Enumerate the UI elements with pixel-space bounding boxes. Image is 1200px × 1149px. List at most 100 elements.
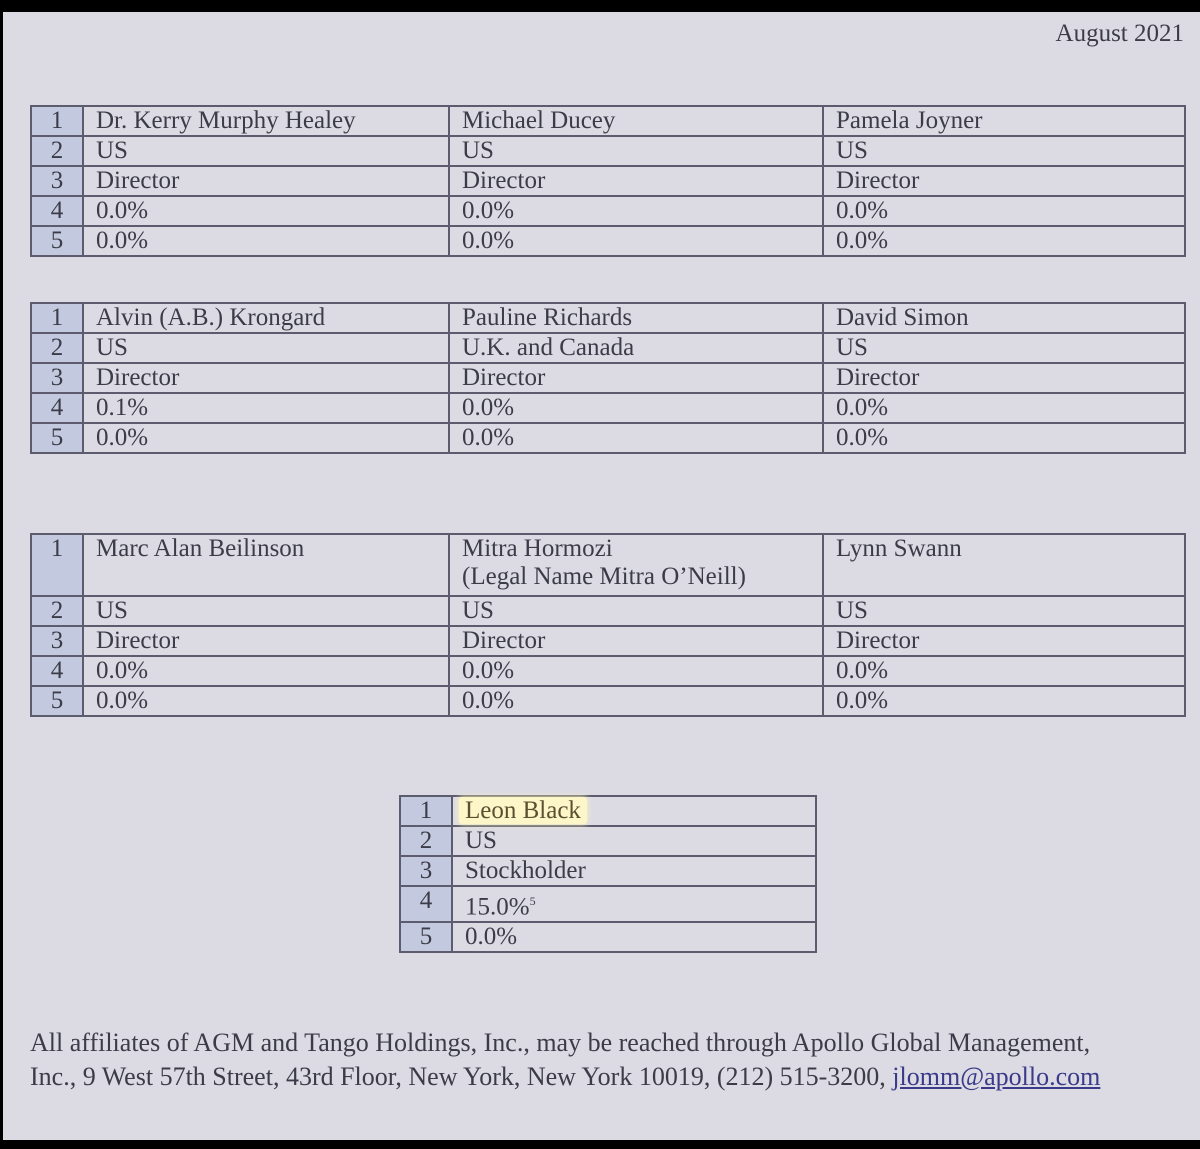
table-cell: 0.0% [82,685,450,717]
director-table: 1 Marc Alan Beilinson Mitra Hormozi (Legal … [30,533,1186,717]
cell-text: 0.0% [836,227,889,254]
table-row: 1 Dr. Kerry Murphy Healey Michael Ducey Pam… [30,105,1186,137]
table-cell: Alvin (A.B.) Krongard [82,302,450,334]
cell-text: 5 [419,923,433,951]
cell-text: Mitra Hormozi [462,535,613,562]
director-table: 1 Alvin (A.B.) Krongard Pauline Richards Da… [30,302,1186,454]
cell-text: US [836,137,868,164]
table-cell: US [82,595,450,627]
table-cell: 0.0% [448,195,824,227]
cell-text: 1 [419,797,433,824]
table-row: 3 Stockholder [399,855,817,887]
cell-text: Alvin (A.B.) Krongard [96,304,326,331]
cell-text: 3 [419,857,433,884]
cell-text: 2 [50,137,64,164]
table-row: 2 US [399,825,817,857]
table-row: 3 Director Director Director [30,165,1186,197]
table-cell: US [82,135,450,167]
email-link[interactable]: jlomm@apollo.com [892,1062,1101,1091]
cell-text: 4 [50,394,64,421]
cell-text: U.K. and Canada [462,334,635,361]
cell-text: US [462,137,494,164]
cell-text: US [836,597,868,624]
cell-text: Director [462,364,546,391]
table-cell: US [448,135,824,167]
table-cell: 0.0% [448,655,824,687]
footer-contact: All affiliates of AGM and Tango Holdings… [30,1026,1130,1094]
cell-text: 0.0% [836,687,889,714]
table-cell: 0.0% [451,921,817,954]
table-cell: Michael Ducey [448,105,824,137]
table-cell: 0.0% [82,655,450,687]
cell-text: 0.0% [836,424,889,451]
row-number: 4 [30,392,84,424]
cell-text: Michael Ducey [462,107,616,134]
table-cell: 15.0%5 [451,884,817,924]
cell-text: 0.0% [462,687,515,714]
row-number: 2 [30,332,84,364]
legal-name-note: (Legal Name Mitra O’Neill) [462,563,746,590]
table-row: 5 0.0% 0.0% 0.0% [30,422,1186,454]
footer-text: All affiliates of AGM and Tango Holdings… [30,1028,1091,1091]
row-number: 5 [30,225,84,257]
table-row: 5 0.0% 0.0% 0.0% [30,225,1186,257]
row-number: 3 [30,625,84,657]
cell-text: Director [836,167,920,194]
table-row: 1 Marc Alan Beilinson Mitra Hormozi (Legal … [30,533,1186,597]
table-cell: Director [82,165,450,197]
table-row: 2 US US US [30,595,1186,627]
row-number: 4 [30,195,84,227]
cell-text: 0.0% [96,424,149,451]
cell-text: 5 [50,424,64,451]
cell-text: 0.0% [836,394,889,421]
table-cell: David Simon [822,302,1186,334]
table-row: 1 Alvin (A.B.) Krongard Pauline Richards Da… [30,302,1186,334]
row-number: 2 [399,825,453,857]
table-cell: US [448,595,824,627]
cell-text: US [462,597,494,624]
cell-text: 0.0% [836,197,889,224]
row-number: 1 [30,533,84,597]
cell-text: 2 [50,597,64,624]
row-number: 5 [399,921,453,954]
table-cell: 0.0% [822,195,1186,227]
table-cell: Marc Alan Beilinson [82,533,450,597]
table-cell: 0.0% [448,685,824,717]
cell-text: 0.0% [462,424,515,451]
table-cell: U.K. and Canada [448,332,824,364]
cell-text: US [96,334,128,361]
table-cell: Director [822,362,1186,394]
table-cell: 0.0% [822,422,1186,454]
table-cell: 0.0% [822,225,1186,257]
cell-text: 2 [419,827,433,854]
cell-text: US [836,334,868,361]
table-row: 4 0.0% 0.0% 0.0% [30,655,1186,687]
cell-text: 15.0% [465,893,530,921]
cell-text: 0.0% [96,657,149,684]
cell-text: Director [836,364,920,391]
cell-text: 0.0% [96,227,149,254]
row-number: 1 [30,105,84,137]
table-cell: 0.0% [822,655,1186,687]
table-row: 4 0.1% 0.0% 0.0% [30,392,1186,424]
table-cell: Pauline Richards [448,302,824,334]
cell-text: 0.0% [96,197,149,224]
row-number: 5 [30,422,84,454]
table-cell: Director [82,362,450,394]
cell-text: Pamela Joyner [836,107,983,134]
row-number: 3 [30,362,84,394]
table-cell: Director [448,625,824,657]
row-number: 4 [399,884,453,924]
cell-text: 5 [50,227,64,254]
row-number: 2 [30,135,84,167]
table-cell: Pamela Joyner [822,105,1186,137]
table-cell: Director [822,165,1186,197]
table-row: 4 15.0%5 [399,884,817,924]
row-number: 3 [399,855,453,887]
cell-text: Lynn Swann [836,535,962,562]
row-number: 1 [30,302,84,334]
table-cell: Dr. Kerry Murphy Healey [82,105,450,137]
table-row: 2 US US US [30,135,1186,167]
cell-text: 3 [50,167,64,194]
cell-text: US [96,137,128,164]
